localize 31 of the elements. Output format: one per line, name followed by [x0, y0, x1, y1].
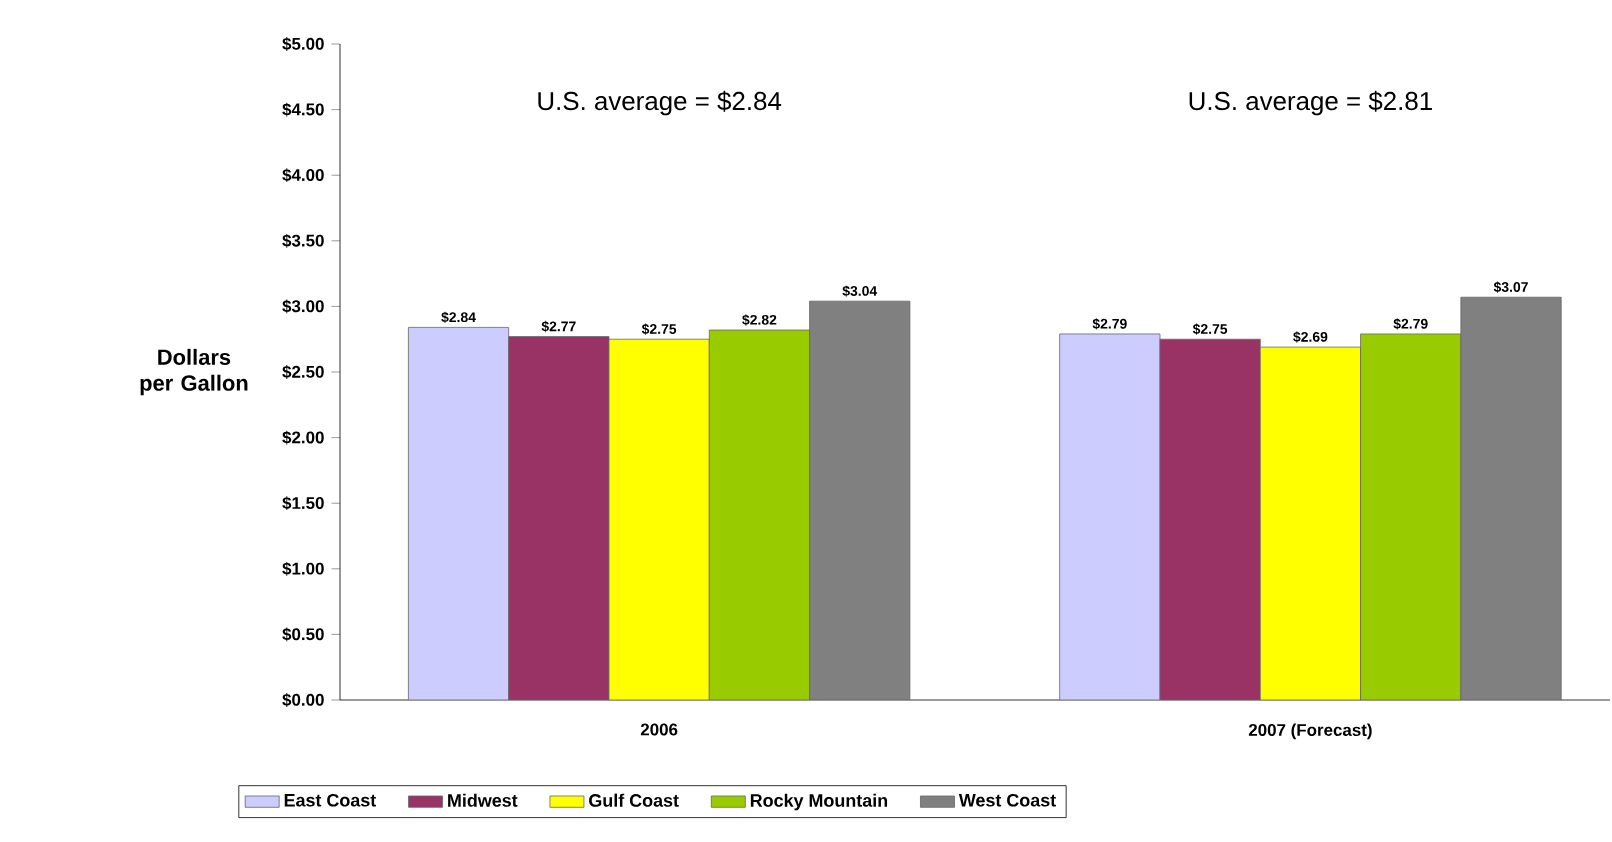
y-tick-label: $2.00 [282, 430, 324, 445]
bar [1259, 346, 1361, 700]
y-tick-label: $0.50 [282, 627, 324, 642]
bar [809, 300, 911, 700]
annotation: U.S. average = $2.81 [1189, 90, 1432, 116]
bar [1159, 338, 1261, 700]
bar [608, 338, 710, 700]
y-tick-label: $4.00 [282, 168, 324, 183]
bar [1059, 333, 1161, 700]
x-tick-label: 2007 (Forecast) [1248, 723, 1372, 740]
y-tick-label: $2.50 [282, 365, 324, 379]
x-tick-label: 2006 [640, 723, 678, 736]
y-tick-label: $3.50 [282, 233, 324, 248]
legend-label: Rocky Mountain [750, 793, 888, 811]
y-tick-label: $0.00 [282, 693, 324, 707]
bar [1460, 296, 1562, 700]
bar [708, 329, 810, 700]
y-tick-label: $1.00 [282, 561, 324, 576]
legend-label: West Coast [958, 793, 1056, 807]
y-axis-title: Dollars per Gallon [140, 348, 248, 396]
y-tick-label: $4.50 [282, 102, 324, 117]
annotation: U.S. average = $2.84 [538, 90, 782, 116]
legend-label: Midwest [448, 793, 518, 807]
legend-label: East Coast [284, 793, 377, 807]
y-tick-label: $1.50 [282, 496, 324, 511]
legend-label: Gulf Coast [589, 793, 679, 807]
bar [407, 326, 510, 700]
bar [508, 336, 610, 700]
bar [1360, 333, 1462, 700]
y-tick-label: $5.00 [282, 37, 324, 51]
y-tick-label: $3.00 [282, 299, 324, 314]
